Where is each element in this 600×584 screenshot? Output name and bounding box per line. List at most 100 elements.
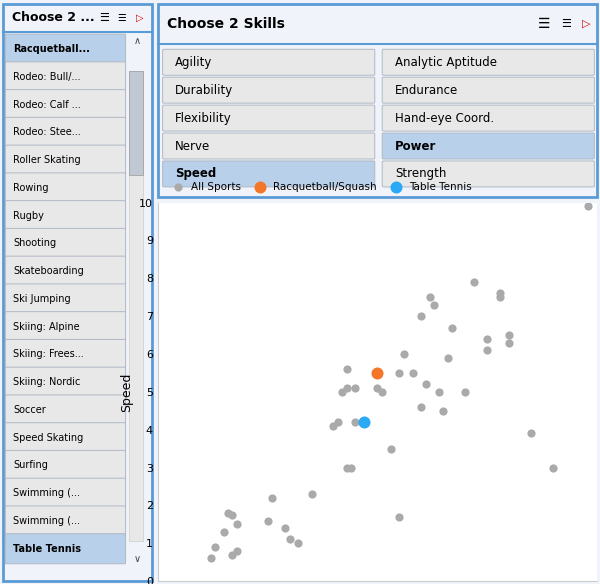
All Sports [408,369,418,378]
FancyBboxPatch shape [163,49,375,75]
FancyBboxPatch shape [163,105,375,131]
Text: Agility: Agility [175,55,213,69]
FancyBboxPatch shape [130,71,143,541]
FancyBboxPatch shape [163,77,375,103]
All Sports [206,554,215,563]
FancyBboxPatch shape [5,423,125,453]
Text: Endurance: Endurance [395,84,458,97]
All Sports [232,520,242,529]
All Sports [223,508,233,517]
FancyBboxPatch shape [382,105,595,131]
Text: Speed: Speed [175,168,217,180]
Text: Ski Jumping: Ski Jumping [13,294,71,304]
All Sports [416,311,426,321]
FancyBboxPatch shape [5,89,125,120]
FancyBboxPatch shape [382,77,595,103]
FancyBboxPatch shape [5,34,125,64]
FancyBboxPatch shape [382,161,595,187]
FancyBboxPatch shape [5,534,125,564]
FancyBboxPatch shape [3,4,152,581]
All Sports [280,523,290,533]
All Sports [434,387,443,397]
FancyBboxPatch shape [5,201,125,231]
Text: Flexibility: Flexibility [175,112,232,124]
Text: ▷: ▷ [136,13,143,23]
All Sports [350,384,360,393]
All Sports [460,387,470,397]
Text: Strength: Strength [395,168,446,180]
Text: Racquetball...: Racquetball... [13,44,90,54]
All Sports [373,384,382,393]
Y-axis label: Speed: Speed [121,372,133,412]
All Sports [425,293,435,302]
FancyBboxPatch shape [5,478,125,508]
Text: Skiing: Alpine: Skiing: Alpine [13,322,80,332]
All Sports [210,543,220,552]
All Sports [439,406,448,415]
FancyBboxPatch shape [5,339,125,370]
FancyBboxPatch shape [5,62,125,92]
All Sports [548,463,558,472]
Text: Rugby: Rugby [13,211,44,221]
All Sports [482,334,492,343]
Text: Nerve: Nerve [175,140,211,152]
All Sports [342,364,352,374]
Text: Hand-eye Coord.: Hand-eye Coord. [395,112,494,124]
All Sports [285,535,295,544]
All Sports [377,387,386,397]
All Sports [350,418,360,427]
All Sports [307,489,316,499]
FancyBboxPatch shape [5,145,125,175]
FancyBboxPatch shape [5,228,125,259]
All Sports [505,338,514,347]
All Sports [496,293,505,302]
All Sports [342,463,352,472]
All Sports [329,421,338,430]
All Sports [342,384,352,393]
All Sports [482,346,492,355]
Text: Table Tennis: Table Tennis [13,544,82,554]
Text: Speed Skating: Speed Skating [13,433,83,443]
Table Tennis [359,418,369,427]
All Sports [337,387,347,397]
Text: Swimming (...: Swimming (... [13,488,80,498]
FancyBboxPatch shape [158,4,597,197]
FancyBboxPatch shape [5,367,125,397]
All Sports [395,369,404,378]
Text: Roller Skating: Roller Skating [13,155,81,165]
Text: Soccer: Soccer [13,405,46,415]
Text: ▷: ▷ [582,19,590,29]
Text: Swimming (...: Swimming (... [13,516,80,526]
All Sports [447,323,457,332]
FancyBboxPatch shape [5,256,125,286]
Text: Rowing: Rowing [13,183,49,193]
Text: ☰: ☰ [538,17,551,31]
All Sports [416,402,426,412]
FancyBboxPatch shape [163,133,375,159]
All Sports [263,516,272,525]
FancyBboxPatch shape [5,173,125,203]
All Sports [346,463,356,472]
All Sports [421,380,431,389]
All Sports [399,349,409,359]
All Sports [496,289,505,298]
Text: Rodeo: Stee...: Rodeo: Stee... [13,127,81,137]
All Sports [526,429,536,438]
All Sports [232,546,242,555]
Text: Shooting: Shooting [13,238,56,248]
Text: ☰: ☰ [561,19,571,29]
All Sports [267,493,277,502]
Text: Rodeo: Calf ...: Rodeo: Calf ... [13,100,81,110]
All Sports [430,300,439,310]
Text: Power: Power [395,140,436,152]
FancyBboxPatch shape [5,450,125,481]
All Sports [227,510,237,520]
All Sports [333,418,343,427]
All Sports [293,538,303,548]
FancyBboxPatch shape [382,49,595,75]
Text: ∧: ∧ [133,36,140,46]
Text: Rodeo: Bull/...: Rodeo: Bull/... [13,72,81,82]
Text: Skiing: Frees...: Skiing: Frees... [13,349,84,359]
FancyBboxPatch shape [163,161,375,187]
All Sports [443,353,452,363]
